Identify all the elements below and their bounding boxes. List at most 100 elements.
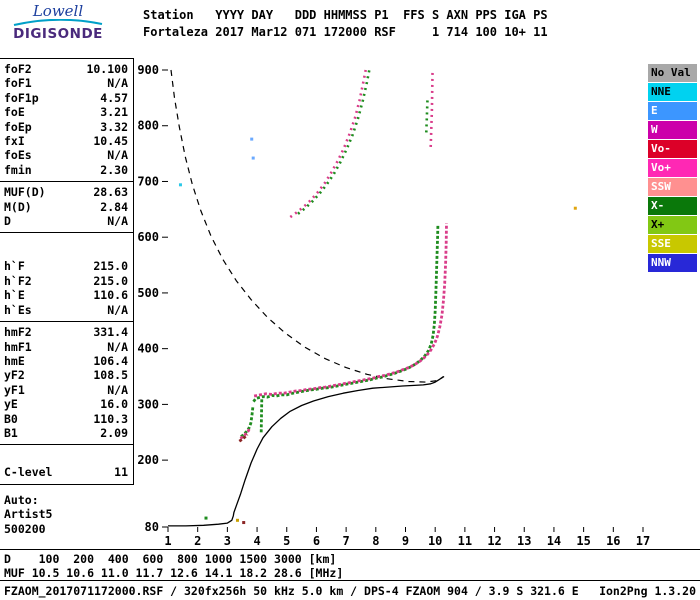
param-row-fxi: fxI 10.45 <box>0 134 133 148</box>
param-label: yF1 <box>4 382 25 397</box>
param-label: M(D) <box>4 199 32 214</box>
muf-row: MUF 10.5 10.6 11.0 11.7 12.6 14.1 18.2 2… <box>4 566 344 580</box>
param-value: N/A <box>107 339 128 354</box>
echo-dot <box>204 516 208 520</box>
param-value: 110.6 <box>93 288 128 303</box>
param-label: foF1 <box>4 76 32 91</box>
x-tick-label: 13 <box>517 534 531 548</box>
muf-transmission-curve <box>170 69 445 383</box>
param-value: 2.09 <box>100 425 128 440</box>
param-row-h-e: h`E 110.6 <box>0 288 133 302</box>
autoscaling-line-artist5: Artist5 <box>4 507 53 522</box>
param-label: B1 <box>4 425 18 440</box>
param-row-foes: foEs N/A <box>0 148 133 162</box>
legend-item-nne: NNE <box>648 83 697 101</box>
x-axis: 1 2 3 4 5 6 7 8 9 10 11 12 13 14 15 16 17 <box>164 527 650 548</box>
separator-line <box>0 580 700 581</box>
ion2png-version: Ion2Png 1.3.20 <box>599 584 696 598</box>
param-label: h`F <box>4 259 25 274</box>
x-tick-label: 15 <box>576 534 590 548</box>
param-value: N/A <box>107 302 128 317</box>
param-value: 28.63 <box>93 185 128 200</box>
param-label: fxI <box>4 134 25 149</box>
legend-item-e: E <box>648 102 697 120</box>
param-row-fof2: foF2 10.100 <box>0 62 133 76</box>
param-value: 10.45 <box>93 134 128 149</box>
param-label: MUF(D) <box>4 185 46 200</box>
param-row-yf1: yF1 N/A <box>0 383 133 397</box>
legend-item-no-val: No Val <box>648 64 697 82</box>
param-row-h-es: h`Es N/A <box>0 303 133 317</box>
param-label: h`F2 <box>4 273 32 288</box>
param-row-m-d: M(D) 2.84 <box>0 200 133 214</box>
param-row-d: D N/A <box>0 214 133 228</box>
f-trace-green <box>252 224 440 403</box>
param-row-h-f2: h`F2 215.0 <box>0 274 133 288</box>
param-value: 106.4 <box>93 353 128 368</box>
param-value: N/A <box>107 148 128 163</box>
y-tick-label: 300 <box>137 397 159 411</box>
param-value: 2.84 <box>100 199 128 214</box>
param-label: h`Es <box>4 302 32 317</box>
param-row-b0: B0 110.3 <box>0 412 133 426</box>
param-label: yF2 <box>4 368 25 383</box>
y-tick-label: 900 <box>137 63 159 77</box>
param-label: foE <box>4 105 25 120</box>
parameter-panel: foF2 10.100 foF1 N/A foF1p 4.57 foE 3.21 foEp 3.3… <box>0 58 134 536</box>
file-info-text: FZAOM_2017071172000.RSF / 320fx256h 50 k… <box>4 584 579 598</box>
param-value: 215.0 <box>93 273 128 288</box>
param-label: hmF1 <box>4 339 32 354</box>
x-tick-label: 4 <box>253 534 260 548</box>
param-label: foF1p <box>4 90 39 105</box>
param-label: hmF2 <box>4 325 32 340</box>
param-label: foEp <box>4 119 32 134</box>
f-trace-lead-dark <box>238 433 249 443</box>
f-trace-lead-green <box>240 406 255 438</box>
param-value: 331.4 <box>93 325 128 340</box>
legend-item-vo: Vo- <box>648 140 697 158</box>
param-section: h`F 215.0 h`F2 215.0 h`E 110.6 h`Es N/A <box>0 233 133 323</box>
y-tick-label: 800 <box>137 119 159 133</box>
station-values-row: Fortaleza 2017 Mar12 071 172000 RSF 1 71… <box>143 25 548 39</box>
y-tick-label: 200 <box>137 453 159 467</box>
param-label: foF2 <box>4 62 32 76</box>
second-hop-pink <box>289 69 367 219</box>
autoscaling-line-500200: 500200 <box>4 521 46 536</box>
echo-dot <box>178 183 182 187</box>
param-value: 2.30 <box>100 162 128 177</box>
echo-dot <box>573 206 577 210</box>
echo-dot <box>235 518 239 522</box>
param-row-fmin: fmin 2.30 <box>0 163 133 177</box>
second-hop-green-asymptote <box>425 98 429 133</box>
param-value: 3.32 <box>100 119 128 134</box>
f-trace-lead-pink <box>239 427 252 440</box>
param-row-hmf1: hmF1 N/A <box>0 340 133 354</box>
autoscaling-info: Auto: Artist5 500200 <box>0 485 134 536</box>
legend-item-nnw: NNW <box>648 254 697 272</box>
distance-row: D 100 200 400 600 800 1000 1500 3000 [km… <box>4 552 337 566</box>
station-header-row: Station YYYY DAY DDD HHMMSS P1 FFS S AXN… <box>143 8 548 22</box>
param-row-yf2: yF2 108.5 <box>0 368 133 382</box>
noise-echo-dots <box>178 137 577 525</box>
param-row-b1: B1 2.09 <box>0 426 133 440</box>
second-hop-pink-asymptote <box>429 72 434 147</box>
x-tick-label: 6 <box>313 534 320 548</box>
x-tick-label: 10 <box>428 534 442 548</box>
param-value: 108.5 <box>93 368 128 383</box>
param-value: 110.3 <box>93 411 128 426</box>
y-axis: 80 200 300 400 500 600 700 800 900 <box>137 63 168 534</box>
param-row-foep: foEp 3.32 <box>0 120 133 134</box>
param-label: D <box>4 214 11 229</box>
x-tick-label: 12 <box>487 534 501 548</box>
green-vertical-spread <box>259 397 264 433</box>
param-value: N/A <box>107 214 128 229</box>
param-value: N/A <box>107 76 128 91</box>
x-tick-label: 14 <box>547 534 561 548</box>
param-row-c-level: C-level 11 <box>0 465 133 479</box>
param-section: hmF2 331.4 hmF1 N/A hmE 106.4 yF2 108.5 yF1 N/A yE… <box>0 322 133 446</box>
param-label: B0 <box>4 411 18 426</box>
echo-dot <box>242 521 246 525</box>
file-info-row: FZAOM_2017071172000.RSF / 320fx256h 50 k… <box>4 584 696 598</box>
param-value: N/A <box>107 382 128 397</box>
